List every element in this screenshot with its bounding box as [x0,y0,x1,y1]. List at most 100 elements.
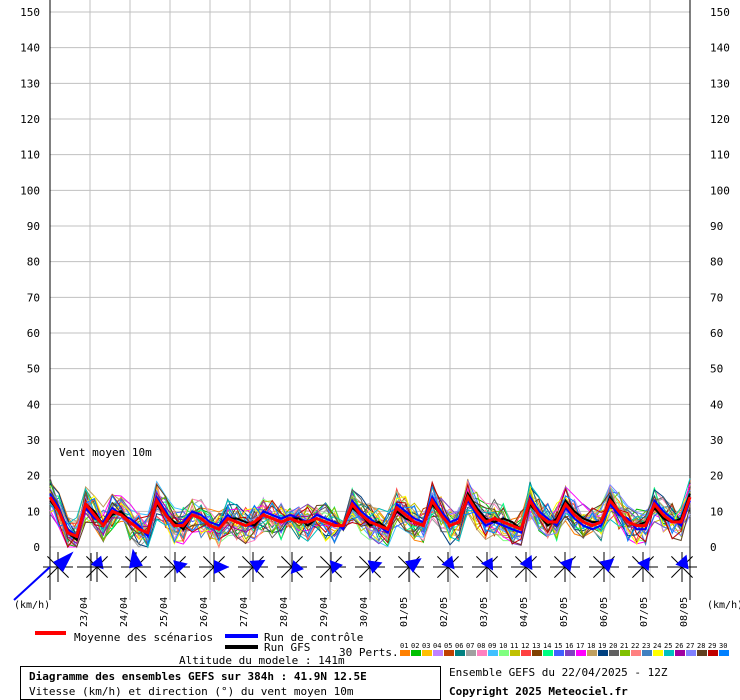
y-tick-right: 50 [710,363,723,376]
y-tick-left: 60 [27,327,40,340]
y-tick-right: 110 [710,149,730,162]
y-tick-right: 20 [710,470,723,483]
wind-rose-icon [511,552,541,582]
pert-swatch [708,650,718,656]
pert-swatch [488,650,498,656]
pert-swatch [543,650,553,656]
y-tick-right: 40 [710,398,723,411]
rose-petal [559,557,573,572]
pert-swatch-label: 09 [488,642,496,650]
y-tick-left: 90 [27,220,40,233]
wind-rose-icon [160,552,190,582]
legend-gfs-label: Run GFS [264,641,311,654]
rose-petal [637,557,650,572]
copyright: Copyright 2025 Meteociel.fr [449,685,628,698]
x-tick-date: 23/04 [79,597,90,627]
x-tick-date: 29/04 [319,597,330,627]
rose-petal [53,551,74,572]
wind-rose-icon [277,552,307,582]
y-tick-left: 100 [20,184,40,197]
x-tick-date: 05/05 [559,597,570,627]
pert-swatch-label: 07 [466,642,474,650]
x-tick-date: 30/04 [359,597,370,627]
pert-swatch [631,650,641,656]
pert-swatch [499,650,509,656]
rose-petal [290,560,304,574]
pert-swatch [719,650,729,656]
y-tick-right: 30 [710,434,723,447]
altitude-label: Altitude du modele : 141m [179,654,345,667]
y-tick-right: 120 [710,113,730,126]
y-tick-left: 140 [20,42,40,55]
pert-swatch [422,650,432,656]
y-tick-right: 130 [710,77,730,90]
pert-swatch-label: 06 [455,642,463,650]
left-unit-label: (km/h) [14,600,51,611]
wind-rose-icon [628,552,658,582]
wind-rose-icon [667,552,697,582]
pert-swatch [642,650,652,656]
pert-swatch [587,650,597,656]
pert-swatch-label: 05 [444,642,452,650]
rose-tail [13,566,51,601]
wind-rose-icon [121,548,151,582]
pert-swatch-label: 01 [400,642,408,650]
rose-petal [329,560,343,574]
x-tick-date: 24/04 [119,597,130,627]
x-tick-date: 26/04 [199,597,210,627]
rose-petal [214,560,230,574]
pert-swatch-label: 12 [521,642,529,650]
inner-label: Vent moyen 10m [59,446,152,459]
rose-petal [173,560,188,574]
y-tick-right: 80 [710,256,723,269]
wind-rose-icon [550,552,580,582]
pert-swatch-label: 29 [708,642,716,650]
pert-swatch-label: 30 [719,642,727,650]
y-tick-left: 40 [27,398,40,411]
pert-swatch-label: 10 [499,642,507,650]
pert-swatch-label: 04 [433,642,441,650]
pert-swatch-label: 03 [422,642,430,650]
control-run-line [49,492,691,539]
footer-subtitle: Vitesse (km/h) et direction (°) du vent … [29,685,354,698]
pert-swatch [400,650,410,656]
y-tick-left: 150 [20,6,40,19]
pert-swatch [664,650,674,656]
y-tick-right: 0 [710,541,717,554]
pert-swatch [653,650,663,656]
y-tick-left: 0 [33,541,40,554]
y-tick-right: 150 [710,6,730,19]
y-tick-right: 60 [710,327,723,340]
x-tick-labels: 23/04 24/04 25/04 26/04 27/04 28/04 29/04 30/04… [79,597,690,627]
pert-swatch-label: 22 [631,642,639,650]
pert-swatch [686,650,696,656]
legend-mean-label: Moyenne des scénarios [74,631,214,644]
footer-title-box: Diagramme des ensembles GEFS sur 384h : … [20,666,441,700]
pert-swatch-label: 25 [664,642,672,650]
pert-swatch-label: 18 [587,642,595,650]
pert-swatch-label: 08 [477,642,485,650]
pert-swatch [675,650,685,656]
pert-swatch [598,650,608,656]
pert-swatch-label: 14 [543,642,551,650]
y-tick-right: 140 [710,42,730,55]
y-tick-left: 70 [27,291,40,304]
y-tick-left: 30 [27,434,40,447]
y-tick-left: 10 [27,505,40,518]
wind-rose-icon [199,552,230,582]
pert-swatch [565,650,575,656]
y-tick-labels: 0 0 10 10 20 20 30 30 40 40 50 50 60 60 70 70 80 80 90 90 10… [20,6,730,554]
rose-petal [675,554,689,570]
legend-control-label: Run de contrôle [264,631,364,644]
pert-swatch-label: 13 [532,642,540,650]
x-tick-date: 02/05 [439,597,450,627]
pert-swatch-label: 28 [697,642,705,650]
y-tick-left: 50 [27,363,40,376]
rose-petal [367,560,383,574]
rose-petal [129,548,143,569]
run-info: Ensemble GEFS du 22/04/2025 - 12Z [449,666,668,679]
y-tick-right: 70 [710,291,723,304]
wind-rose-icon [472,552,502,582]
pert-swatch [444,650,454,656]
